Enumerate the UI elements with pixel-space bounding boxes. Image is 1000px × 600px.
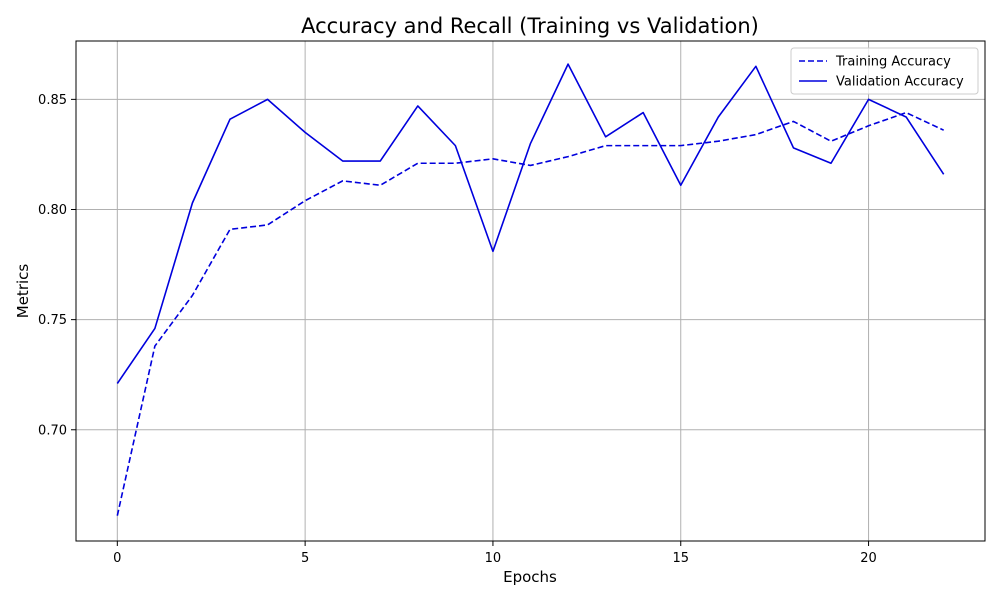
x-tick-label: 15 bbox=[672, 551, 689, 566]
y-tick-label: 0.70 bbox=[38, 423, 67, 438]
grid bbox=[76, 41, 985, 541]
y-axis-title: Metrics bbox=[14, 264, 32, 319]
legend: Training Accuracy Validation Accuracy bbox=[790, 47, 979, 95]
y-tick-label: 0.80 bbox=[38, 203, 67, 218]
plot-frame bbox=[75, 40, 986, 542]
x-axis-title: Epochs bbox=[503, 568, 557, 586]
legend-label: Validation Accuracy bbox=[836, 75, 964, 90]
series-line-training-accuracy bbox=[116, 111, 945, 516]
legend-label: Training Accuracy bbox=[835, 55, 951, 70]
x-axis: 0 5 10 15 20 bbox=[113, 541, 877, 566]
y-tick-label: 0.85 bbox=[38, 93, 67, 108]
series-layer bbox=[116, 63, 945, 516]
y-axis: 0.70 0.75 0.80 0.85 bbox=[38, 93, 76, 438]
x-tick-label: 5 bbox=[301, 551, 309, 566]
x-tick-label: 10 bbox=[485, 551, 502, 566]
legend-box bbox=[790, 47, 979, 95]
x-tick-label: 0 bbox=[113, 551, 121, 566]
chart-title: Accuracy and Recall (Training vs Validat… bbox=[301, 14, 759, 38]
y-tick-label: 0.75 bbox=[38, 313, 67, 328]
series-line-validation-accuracy bbox=[116, 63, 945, 384]
x-tick-label: 20 bbox=[860, 551, 877, 566]
